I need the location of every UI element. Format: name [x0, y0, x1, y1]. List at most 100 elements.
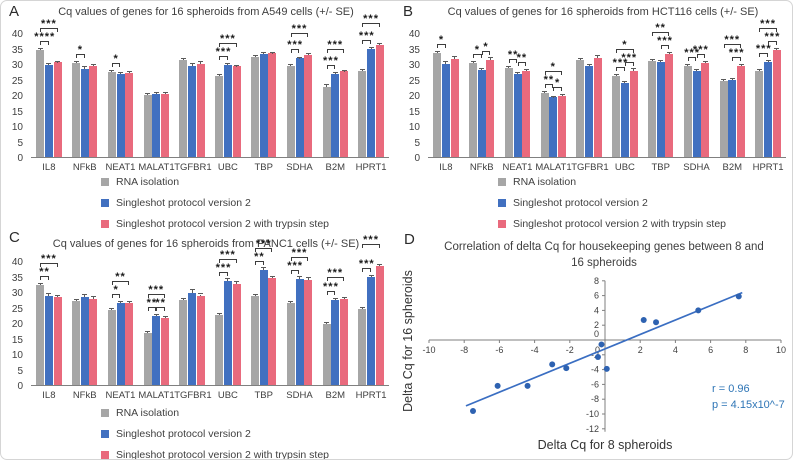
legend-label: RNA isolation — [513, 175, 577, 188]
significance-stars: *** — [327, 266, 344, 279]
significance-stars: * — [474, 43, 480, 56]
data-point — [735, 293, 742, 300]
bar — [161, 318, 169, 385]
significance-stars: *** — [323, 54, 339, 67]
error-bar — [740, 64, 742, 67]
significance-stars: ** — [155, 296, 166, 309]
panel-c-legend: RNA isolation Singleshot protocol versio… — [101, 402, 329, 459]
x-tick-label: TBP — [254, 390, 273, 401]
y-tick-label: 10 — [11, 122, 23, 133]
panel-d-letter: D — [404, 231, 415, 248]
y-tick-label: -10 — [586, 409, 599, 419]
error-bar-cap — [479, 67, 485, 69]
error-bar-cap — [622, 81, 628, 83]
error-bar-cap — [82, 293, 88, 295]
significance-bracket — [111, 280, 130, 285]
significance-bracket — [544, 83, 554, 88]
error-bar-cap — [359, 68, 365, 70]
x-tick-label: SDHA — [286, 162, 313, 173]
x-tick-label: -2 — [566, 345, 574, 355]
bar — [576, 59, 585, 157]
significance-stars: ** — [115, 270, 126, 283]
legend-swatch-red — [498, 219, 506, 228]
error-bar — [668, 52, 670, 54]
error-bar-cap — [297, 56, 302, 58]
y-tick-label: 5 — [17, 137, 23, 149]
significance-stars: * — [113, 284, 119, 297]
bar — [441, 64, 450, 157]
error-bar-cap — [324, 84, 330, 86]
error-bar — [633, 69, 635, 71]
y-tick-label: 0 — [414, 153, 420, 164]
x-tick-label: NFkB — [72, 390, 97, 401]
error-bar — [254, 55, 256, 57]
bar — [358, 309, 367, 385]
error-bar — [182, 59, 184, 61]
x-tick-label: NEAT1 — [105, 390, 136, 401]
error-bar-cap — [162, 316, 168, 318]
error-bar-cap — [377, 263, 383, 265]
error-bar — [299, 277, 300, 279]
legend-item: RNA isolation — [101, 402, 329, 423]
error-bar-cap — [216, 312, 222, 314]
significance-bracket — [616, 48, 634, 53]
data-point — [695, 307, 702, 314]
legend-label: Singleshot protocol version 2 — [116, 196, 251, 209]
error-bar-cap — [109, 70, 115, 72]
significance-bracket — [508, 59, 518, 64]
significance-stars: *** — [291, 246, 308, 259]
error-bar-cap — [118, 72, 123, 73]
y-tick-label: 15 — [11, 106, 23, 118]
y-tick-label: -12 — [586, 424, 599, 434]
error-bar — [307, 54, 309, 56]
error-bar — [111, 71, 113, 73]
error-bar — [92, 297, 94, 299]
error-bar — [128, 72, 130, 74]
bar — [477, 69, 486, 157]
significance-stars: **** — [34, 31, 56, 44]
x-tick-label: NEAT1 — [105, 162, 136, 173]
bar — [719, 81, 728, 157]
significance-stars: *** — [692, 43, 709, 56]
error-bar — [57, 61, 59, 63]
y-tick-label: 25 — [11, 303, 23, 315]
panel-a: A Cq values of genes for 16 spheroids fr… — [1, 1, 394, 230]
bar — [44, 295, 53, 385]
error-bar-cap — [252, 293, 258, 295]
bar — [737, 66, 745, 157]
bar — [585, 66, 594, 157]
x-tick-label: B2M — [325, 162, 346, 173]
bar — [764, 62, 773, 157]
legend-label: Singleshot protocol version 2 with tryps… — [116, 217, 330, 230]
p-value: p = 4.15x10^-7 — [712, 399, 785, 411]
panel-b-legend: RNA isolation Singleshot protocol versio… — [498, 171, 726, 234]
error-bar — [271, 52, 273, 54]
bar — [375, 45, 384, 157]
legend-swatch-gray — [498, 177, 506, 186]
error-bar — [588, 64, 590, 67]
error-bar-cap — [666, 51, 672, 53]
significance-stars: ** — [516, 51, 528, 64]
significance-bracket — [76, 54, 85, 59]
y-tick-label: 15 — [11, 334, 23, 346]
data-point — [598, 341, 605, 348]
bar — [322, 324, 331, 385]
error-bar — [218, 74, 220, 76]
bar — [268, 277, 277, 385]
significance-bracket — [616, 67, 625, 72]
significance-bracket — [624, 61, 634, 66]
bar — [259, 269, 268, 385]
error-bar-cap — [234, 64, 240, 66]
bar — [223, 64, 232, 157]
legend-item: Singleshot protocol version 2 with tryps… — [101, 213, 329, 234]
error-bar — [75, 62, 77, 64]
bar — [375, 265, 384, 385]
significance-stars: * — [113, 53, 119, 66]
significance-bracket — [326, 276, 344, 281]
significance-stars: *** — [612, 57, 629, 70]
error-bar-cap — [37, 282, 43, 284]
significance-bracket — [326, 64, 336, 69]
bar — [322, 86, 331, 157]
error-bar-cap — [658, 59, 664, 61]
